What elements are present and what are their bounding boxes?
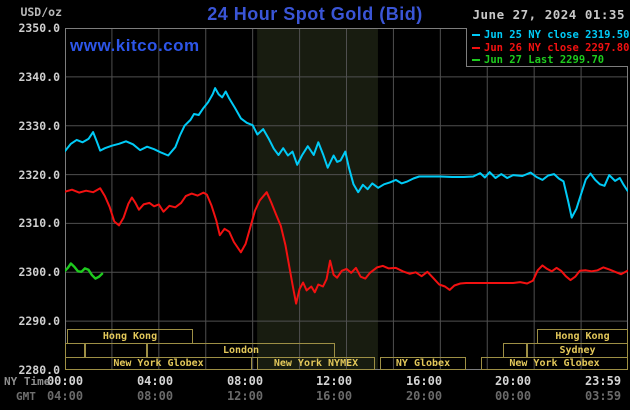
session-box-new-york-globex: New York Globex xyxy=(65,357,252,370)
x-tick-label-gmt: 20:00 xyxy=(405,389,443,403)
session-label: Hong Kong xyxy=(555,331,610,342)
legend-swatch-jun25 xyxy=(472,34,480,37)
session-box-ny-globex: NY Globex xyxy=(380,357,466,370)
session-box-new-york-globex: New York Globex xyxy=(481,357,628,370)
session-label: London xyxy=(222,345,260,356)
price-line-jun-25-ny-close xyxy=(65,87,628,219)
x-tick-label-gmt: 03:59 xyxy=(584,389,622,403)
session-box xyxy=(503,343,527,358)
y-tick-label: 2290.0 xyxy=(18,314,60,329)
unit-label: USD/oz xyxy=(20,5,62,19)
session-box-hong-kong: Hong Kong xyxy=(67,329,193,344)
x-tick-label-ny: 12:00 xyxy=(315,374,353,388)
price-line-jun-26-ny-close xyxy=(65,187,628,305)
ny-time-axis-label: NY Time xyxy=(4,375,51,388)
y-tick-label: 2350.0 xyxy=(18,21,60,35)
session-label: Hong Kong xyxy=(102,331,158,342)
legend-entry: Jun 25 NY close 2319.50 xyxy=(471,29,630,42)
chart-datetime: June 27, 2024 01:35 xyxy=(472,7,625,22)
y-tick-label: 2300.0 xyxy=(18,265,60,280)
nymex-session-band xyxy=(257,28,378,370)
session-box xyxy=(65,343,85,358)
session-label: New York Globex xyxy=(509,358,600,369)
y-tick-label: 2330.0 xyxy=(18,118,60,133)
x-tick-label-ny: 20:00 xyxy=(494,374,532,388)
legend-label: Jun 25 NY close 2319.50 xyxy=(484,29,630,42)
legend-box: Jun 25 NY close 2319.50 Jun 26 NY close … xyxy=(466,28,630,67)
x-tick-label-ny: 16:00 xyxy=(405,374,443,388)
session-label: Sydney xyxy=(559,345,596,356)
session-label: New York NYMEX xyxy=(273,358,359,369)
session-label: New York Globex xyxy=(113,358,204,369)
y-tick-label: 2340.0 xyxy=(18,69,60,84)
x-tick-label-ny: 23:59 xyxy=(584,374,622,388)
legend-entry: Jun 27 Last 2299.70 xyxy=(471,54,628,67)
x-tick-label-ny: 04:00 xyxy=(136,374,174,388)
price-line-jun-27-last xyxy=(65,262,104,280)
plot-area: Hong Kong Hong Kong London Sydney New York G… xyxy=(65,28,628,370)
x-tick-label-gmt: 16:00 xyxy=(315,389,353,403)
session-box-new-york-nymex: New York NYMEX xyxy=(257,357,375,370)
legend-label: Jun 27 Last 2299.70 xyxy=(484,54,605,67)
gmt-axis-label: GMT xyxy=(16,390,36,403)
page-title: 24 Hour Spot Gold (Bid) xyxy=(207,4,423,24)
legend-label: Jun 26 NY close 2297.80 xyxy=(484,41,630,54)
session-box xyxy=(85,343,147,358)
x-tick-label-gmt: 00:00 xyxy=(494,389,532,403)
x-tick-label-gmt: 08:00 xyxy=(136,389,174,403)
session-label: NY Globex xyxy=(395,358,451,369)
x-tick-label-gmt: 12:00 xyxy=(226,389,264,403)
market-sessions-overlay: Hong Kong Hong Kong London Sydney New York G… xyxy=(65,28,628,370)
legend-swatch-jun27 xyxy=(472,59,480,62)
legend-entry: Jun 26 NY close 2297.80 xyxy=(471,41,630,55)
session-box-hong-kong: Hong Kong xyxy=(537,329,628,344)
y-tick-label: 2320.0 xyxy=(18,167,60,182)
session-box-london: London xyxy=(147,343,335,358)
x-tick-label-ny: 00:00 xyxy=(46,374,84,388)
kitco-watermark-link[interactable]: www.kitco.com xyxy=(70,36,200,55)
y-tick-label: 2310.0 xyxy=(18,216,60,231)
session-box-sydney: Sydney xyxy=(527,343,628,358)
legend-swatch-jun26 xyxy=(472,46,480,49)
x-tick-label-gmt: 04:00 xyxy=(46,389,84,403)
x-tick-label-ny: 08:00 xyxy=(226,374,264,388)
y-tick-label: 2280.0 xyxy=(18,363,60,377)
